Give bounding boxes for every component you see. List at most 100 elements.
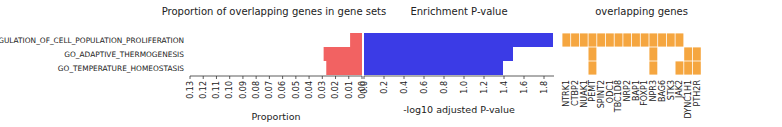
cell xyxy=(632,33,640,46)
tick-label: 0.04 xyxy=(305,81,314,99)
tick-label: 0.13 xyxy=(186,81,195,99)
tick xyxy=(504,76,505,79)
panel-title: Enrichment P-value xyxy=(410,6,507,17)
cell xyxy=(623,33,631,46)
row-label: GO_REGULATION_OF_CELL_POPULATION_PROLIFE… xyxy=(0,36,184,45)
tick-label: 1.6 xyxy=(520,81,529,94)
bar xyxy=(326,61,362,75)
gene-label: NUAK1 xyxy=(580,80,589,108)
bars xyxy=(324,33,362,75)
tick-label: 0.07 xyxy=(265,81,274,99)
tick-label: 1.2 xyxy=(480,81,489,94)
cell xyxy=(649,33,657,46)
tick-label: 1.0 xyxy=(460,81,469,94)
gene-label: JAK2 xyxy=(675,80,684,99)
row-label: GO_ADAPTIVE_THERMOGENESIS xyxy=(64,50,184,59)
cell xyxy=(597,33,605,46)
cell xyxy=(580,33,588,46)
tick-label: 0.4 xyxy=(400,81,409,94)
tick xyxy=(484,76,485,79)
tick-label: 0.8 xyxy=(440,81,449,94)
figure: GO_REGULATION_OF_CELL_POPULATION_PROLIFE… xyxy=(0,0,782,127)
tick xyxy=(269,76,270,79)
tick xyxy=(362,76,363,79)
tick xyxy=(335,76,336,79)
axis-label: Proportion xyxy=(251,111,300,122)
panel-title: Proportion of overlapping genes in gene … xyxy=(162,6,386,17)
cell xyxy=(649,47,657,60)
gene-label: PEMT xyxy=(588,80,597,102)
axis-line xyxy=(190,76,362,77)
cell xyxy=(589,47,597,60)
gene-label: TBC1D8 xyxy=(614,80,623,113)
tick-label: 0.09 xyxy=(239,81,248,99)
tick xyxy=(404,76,405,79)
tick-label: 0.11 xyxy=(212,81,221,99)
tick-label: 0.6 xyxy=(420,81,429,94)
gene-label: NRP2 xyxy=(623,80,632,101)
tick xyxy=(348,76,349,79)
tick-label: 0.08 xyxy=(252,81,261,99)
bar xyxy=(364,47,513,61)
panel-title: overlapping genes xyxy=(595,6,688,17)
tick-label: 0.10 xyxy=(225,81,234,99)
gene-label: BAG6 xyxy=(658,80,667,102)
tick-label: 0.0 xyxy=(360,81,369,94)
tick-label: 0.06 xyxy=(278,81,287,99)
bar xyxy=(364,33,553,47)
gene-label: FOXP1 xyxy=(640,80,649,106)
tick xyxy=(544,76,545,79)
tick xyxy=(424,76,425,79)
bar xyxy=(364,61,503,75)
cell xyxy=(606,33,614,46)
tick xyxy=(242,76,243,79)
cell xyxy=(589,33,597,46)
tick-label: 1.8 xyxy=(540,81,549,94)
gene-label: CTBP2 xyxy=(571,80,580,106)
gene-label: BAP1 xyxy=(632,80,641,101)
tick-label: 0.2 xyxy=(380,81,389,94)
cell xyxy=(649,61,657,74)
axis-line xyxy=(364,76,554,77)
gene-label: DYNC1H1 xyxy=(684,80,693,118)
gene-label: SPINT2 xyxy=(597,80,606,108)
cell xyxy=(571,33,579,46)
gene-label: ODC1 xyxy=(606,80,615,103)
cell xyxy=(684,61,692,74)
cell xyxy=(562,33,570,46)
tick xyxy=(203,76,204,79)
cell xyxy=(667,33,675,46)
cell xyxy=(676,61,684,74)
tick xyxy=(216,76,217,79)
tick-label: 0.03 xyxy=(318,81,327,99)
cell xyxy=(589,61,597,74)
tick xyxy=(444,76,445,79)
cell xyxy=(641,33,649,46)
tick-label: 0.02 xyxy=(331,81,340,99)
tick xyxy=(295,76,296,79)
cell xyxy=(615,33,623,46)
tick xyxy=(322,76,323,79)
tick xyxy=(464,76,465,79)
gene-label: STK3 xyxy=(667,80,676,100)
tick-label: 0.12 xyxy=(199,81,208,99)
gene-label: NPR3 xyxy=(649,80,658,101)
tick xyxy=(229,76,230,79)
bars xyxy=(364,33,553,75)
bar xyxy=(350,33,362,47)
axis-label: -log10 adjusted P-value xyxy=(403,104,515,115)
tick xyxy=(256,76,257,79)
cell xyxy=(684,47,692,60)
row-label: GO_TEMPERATURE_HOMEOSTASIS xyxy=(58,64,184,73)
tick-label: 0.01 xyxy=(345,81,354,99)
tick xyxy=(384,76,385,79)
gene-label: PTH2R xyxy=(693,80,702,107)
bar xyxy=(324,47,362,61)
tick xyxy=(309,76,310,79)
tick-label: 1.4 xyxy=(500,81,509,94)
tick-label: 0.05 xyxy=(292,81,301,99)
tick xyxy=(190,76,191,79)
cell xyxy=(658,33,666,46)
tick xyxy=(524,76,525,79)
cell xyxy=(693,61,701,74)
